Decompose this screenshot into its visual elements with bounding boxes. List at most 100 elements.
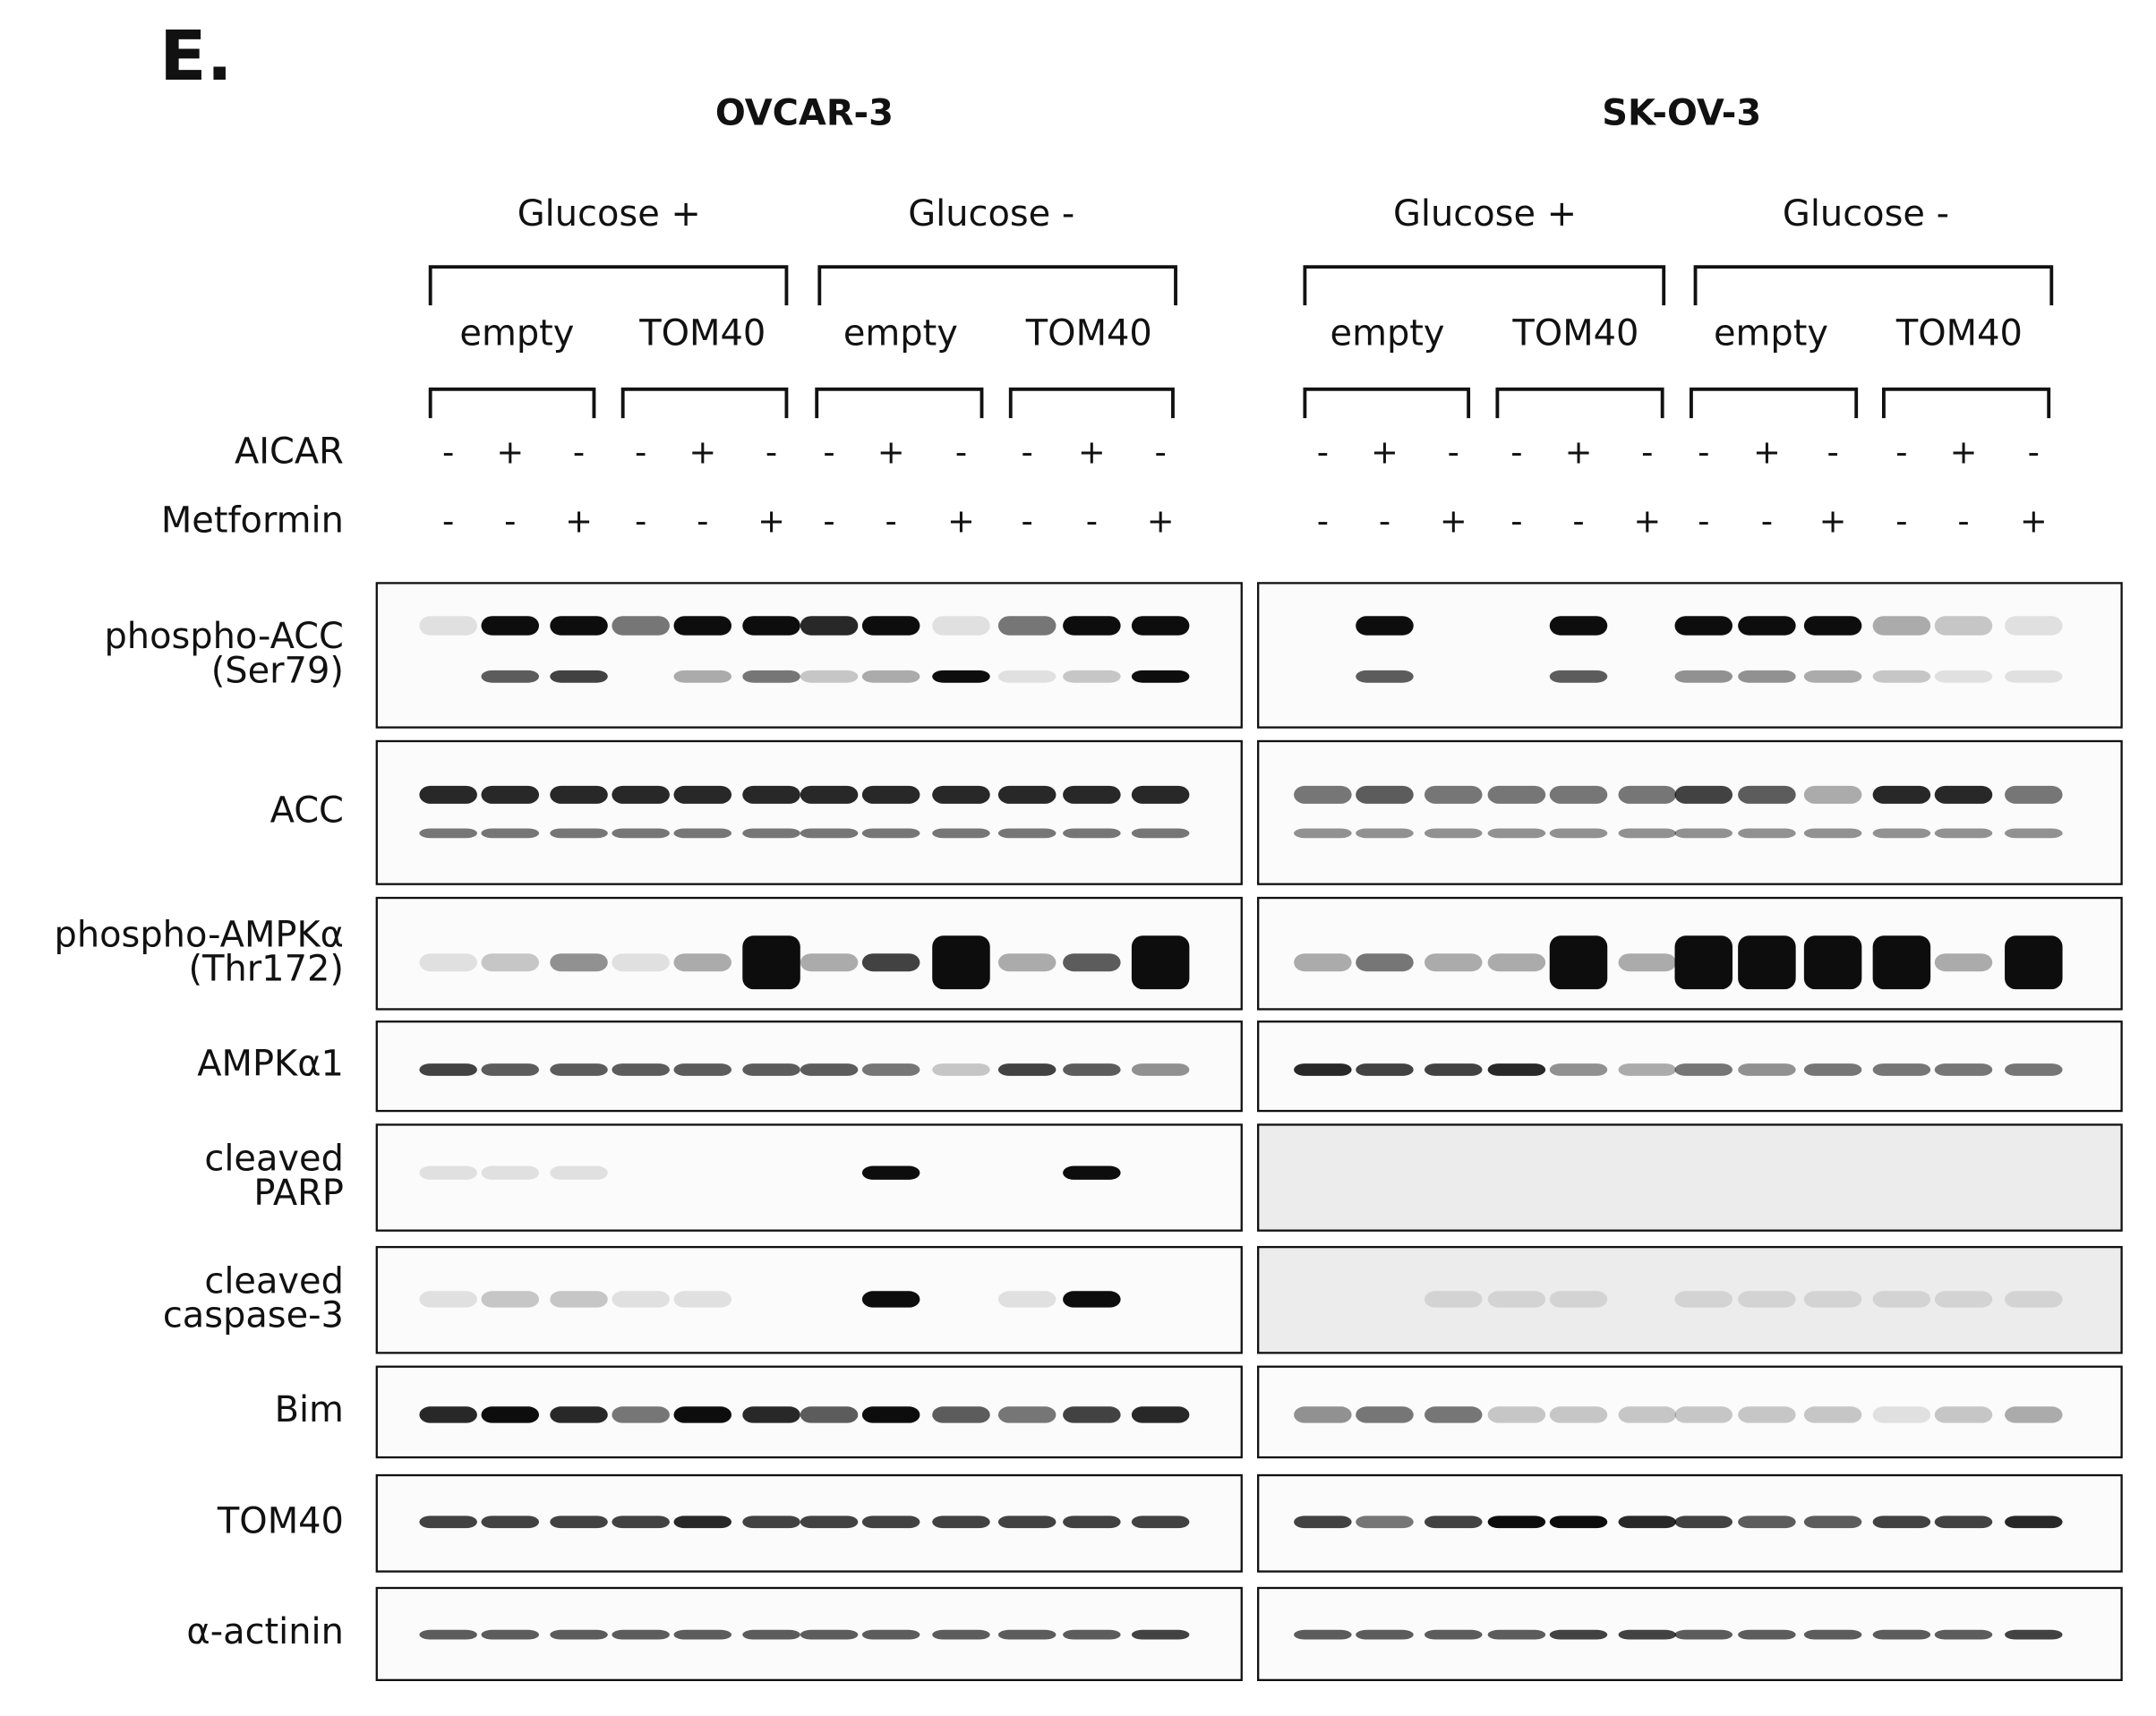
bracket bbox=[817, 265, 1177, 306]
band bbox=[1549, 616, 1608, 636]
treatment-sign: + bbox=[1819, 501, 1847, 540]
treatment-sign: - bbox=[1572, 501, 1584, 540]
treatment-sign: - bbox=[1510, 432, 1522, 471]
band bbox=[673, 1406, 732, 1423]
band bbox=[1131, 828, 1190, 839]
band bbox=[550, 616, 608, 636]
treatment-sign: - bbox=[1317, 432, 1329, 471]
band bbox=[1803, 1291, 1862, 1308]
treatment-sign: + bbox=[1371, 432, 1399, 471]
band bbox=[550, 1629, 608, 1640]
band bbox=[932, 616, 990, 636]
band bbox=[800, 1063, 859, 1076]
treatment-sign: - bbox=[766, 432, 777, 471]
band bbox=[1934, 1291, 1993, 1308]
blot-label: AMPKα1 bbox=[197, 1044, 344, 1085]
band bbox=[612, 785, 670, 804]
band bbox=[861, 1063, 920, 1076]
band bbox=[612, 1629, 670, 1640]
band bbox=[2005, 616, 2063, 636]
band bbox=[1803, 1063, 1862, 1076]
band bbox=[481, 1629, 539, 1640]
band bbox=[932, 1406, 990, 1423]
bracket bbox=[1495, 387, 1664, 419]
treatment-sign: + bbox=[496, 432, 524, 471]
treatment-sign: + bbox=[877, 432, 905, 471]
band bbox=[1738, 670, 1796, 683]
band bbox=[1803, 1629, 1862, 1640]
blot-label: phospho-AMPKα bbox=[55, 914, 344, 955]
band bbox=[1487, 1629, 1546, 1640]
treatment-sign: - bbox=[697, 501, 708, 540]
treatment-sign: + bbox=[1078, 432, 1106, 471]
band bbox=[1872, 1515, 1931, 1529]
band bbox=[1356, 953, 1414, 972]
treatment-sign: - bbox=[1317, 501, 1329, 540]
treatment-sign: - bbox=[1022, 432, 1033, 471]
band bbox=[1294, 1629, 1352, 1640]
band bbox=[1803, 935, 1862, 990]
blot-box bbox=[375, 582, 1243, 729]
band bbox=[1934, 785, 1993, 804]
treatment-sign: - bbox=[1957, 501, 1969, 540]
band bbox=[419, 1629, 477, 1640]
band bbox=[1294, 1063, 1352, 1076]
band bbox=[1549, 1515, 1608, 1529]
band bbox=[2005, 828, 2063, 839]
band bbox=[800, 828, 859, 839]
band bbox=[550, 1515, 608, 1529]
band bbox=[612, 1515, 670, 1529]
band bbox=[997, 785, 1057, 804]
band bbox=[1356, 1515, 1414, 1529]
treatment-sign: - bbox=[1510, 501, 1522, 540]
band bbox=[1549, 935, 1608, 990]
band bbox=[419, 785, 477, 804]
band bbox=[481, 953, 539, 972]
band bbox=[1803, 1515, 1862, 1529]
band bbox=[1131, 1406, 1190, 1423]
band bbox=[2005, 1629, 2063, 1640]
band bbox=[612, 616, 670, 636]
band bbox=[1487, 828, 1546, 839]
band bbox=[800, 670, 859, 683]
band bbox=[673, 1515, 732, 1529]
band bbox=[1131, 935, 1190, 990]
band bbox=[1803, 828, 1862, 839]
band bbox=[1674, 1406, 1732, 1423]
treatment-sign: - bbox=[1379, 501, 1390, 540]
band bbox=[1487, 1515, 1546, 1529]
treatment-sign: + bbox=[1565, 432, 1593, 471]
band bbox=[1063, 953, 1121, 972]
band bbox=[1872, 828, 1931, 839]
band bbox=[1487, 953, 1546, 972]
glucose-label: Glucose - bbox=[1783, 193, 1949, 235]
band bbox=[550, 1291, 608, 1308]
band bbox=[612, 1063, 670, 1076]
group-label: empty bbox=[459, 312, 574, 354]
band bbox=[1803, 670, 1862, 683]
band bbox=[419, 1063, 477, 1076]
treatment-sign: - bbox=[1086, 501, 1098, 540]
treatment-label: Metformin bbox=[161, 499, 344, 541]
treatment-sign: - bbox=[635, 501, 646, 540]
band bbox=[932, 828, 990, 839]
treatment-sign: - bbox=[1761, 501, 1773, 540]
band bbox=[2005, 1515, 2063, 1529]
band bbox=[861, 1629, 920, 1640]
band bbox=[419, 953, 477, 972]
band bbox=[742, 935, 800, 990]
band bbox=[742, 1515, 800, 1529]
band bbox=[1424, 1291, 1483, 1308]
band bbox=[1549, 1063, 1608, 1076]
band bbox=[1674, 935, 1732, 990]
band bbox=[1424, 1063, 1483, 1076]
bracket bbox=[428, 265, 789, 306]
treatment-sign: - bbox=[885, 501, 896, 540]
band bbox=[932, 1629, 990, 1640]
bracket bbox=[1303, 265, 1666, 306]
blot-box bbox=[375, 739, 1243, 885]
band bbox=[419, 1291, 477, 1308]
band bbox=[1934, 670, 1993, 683]
band bbox=[419, 1515, 477, 1529]
band bbox=[1131, 670, 1190, 683]
